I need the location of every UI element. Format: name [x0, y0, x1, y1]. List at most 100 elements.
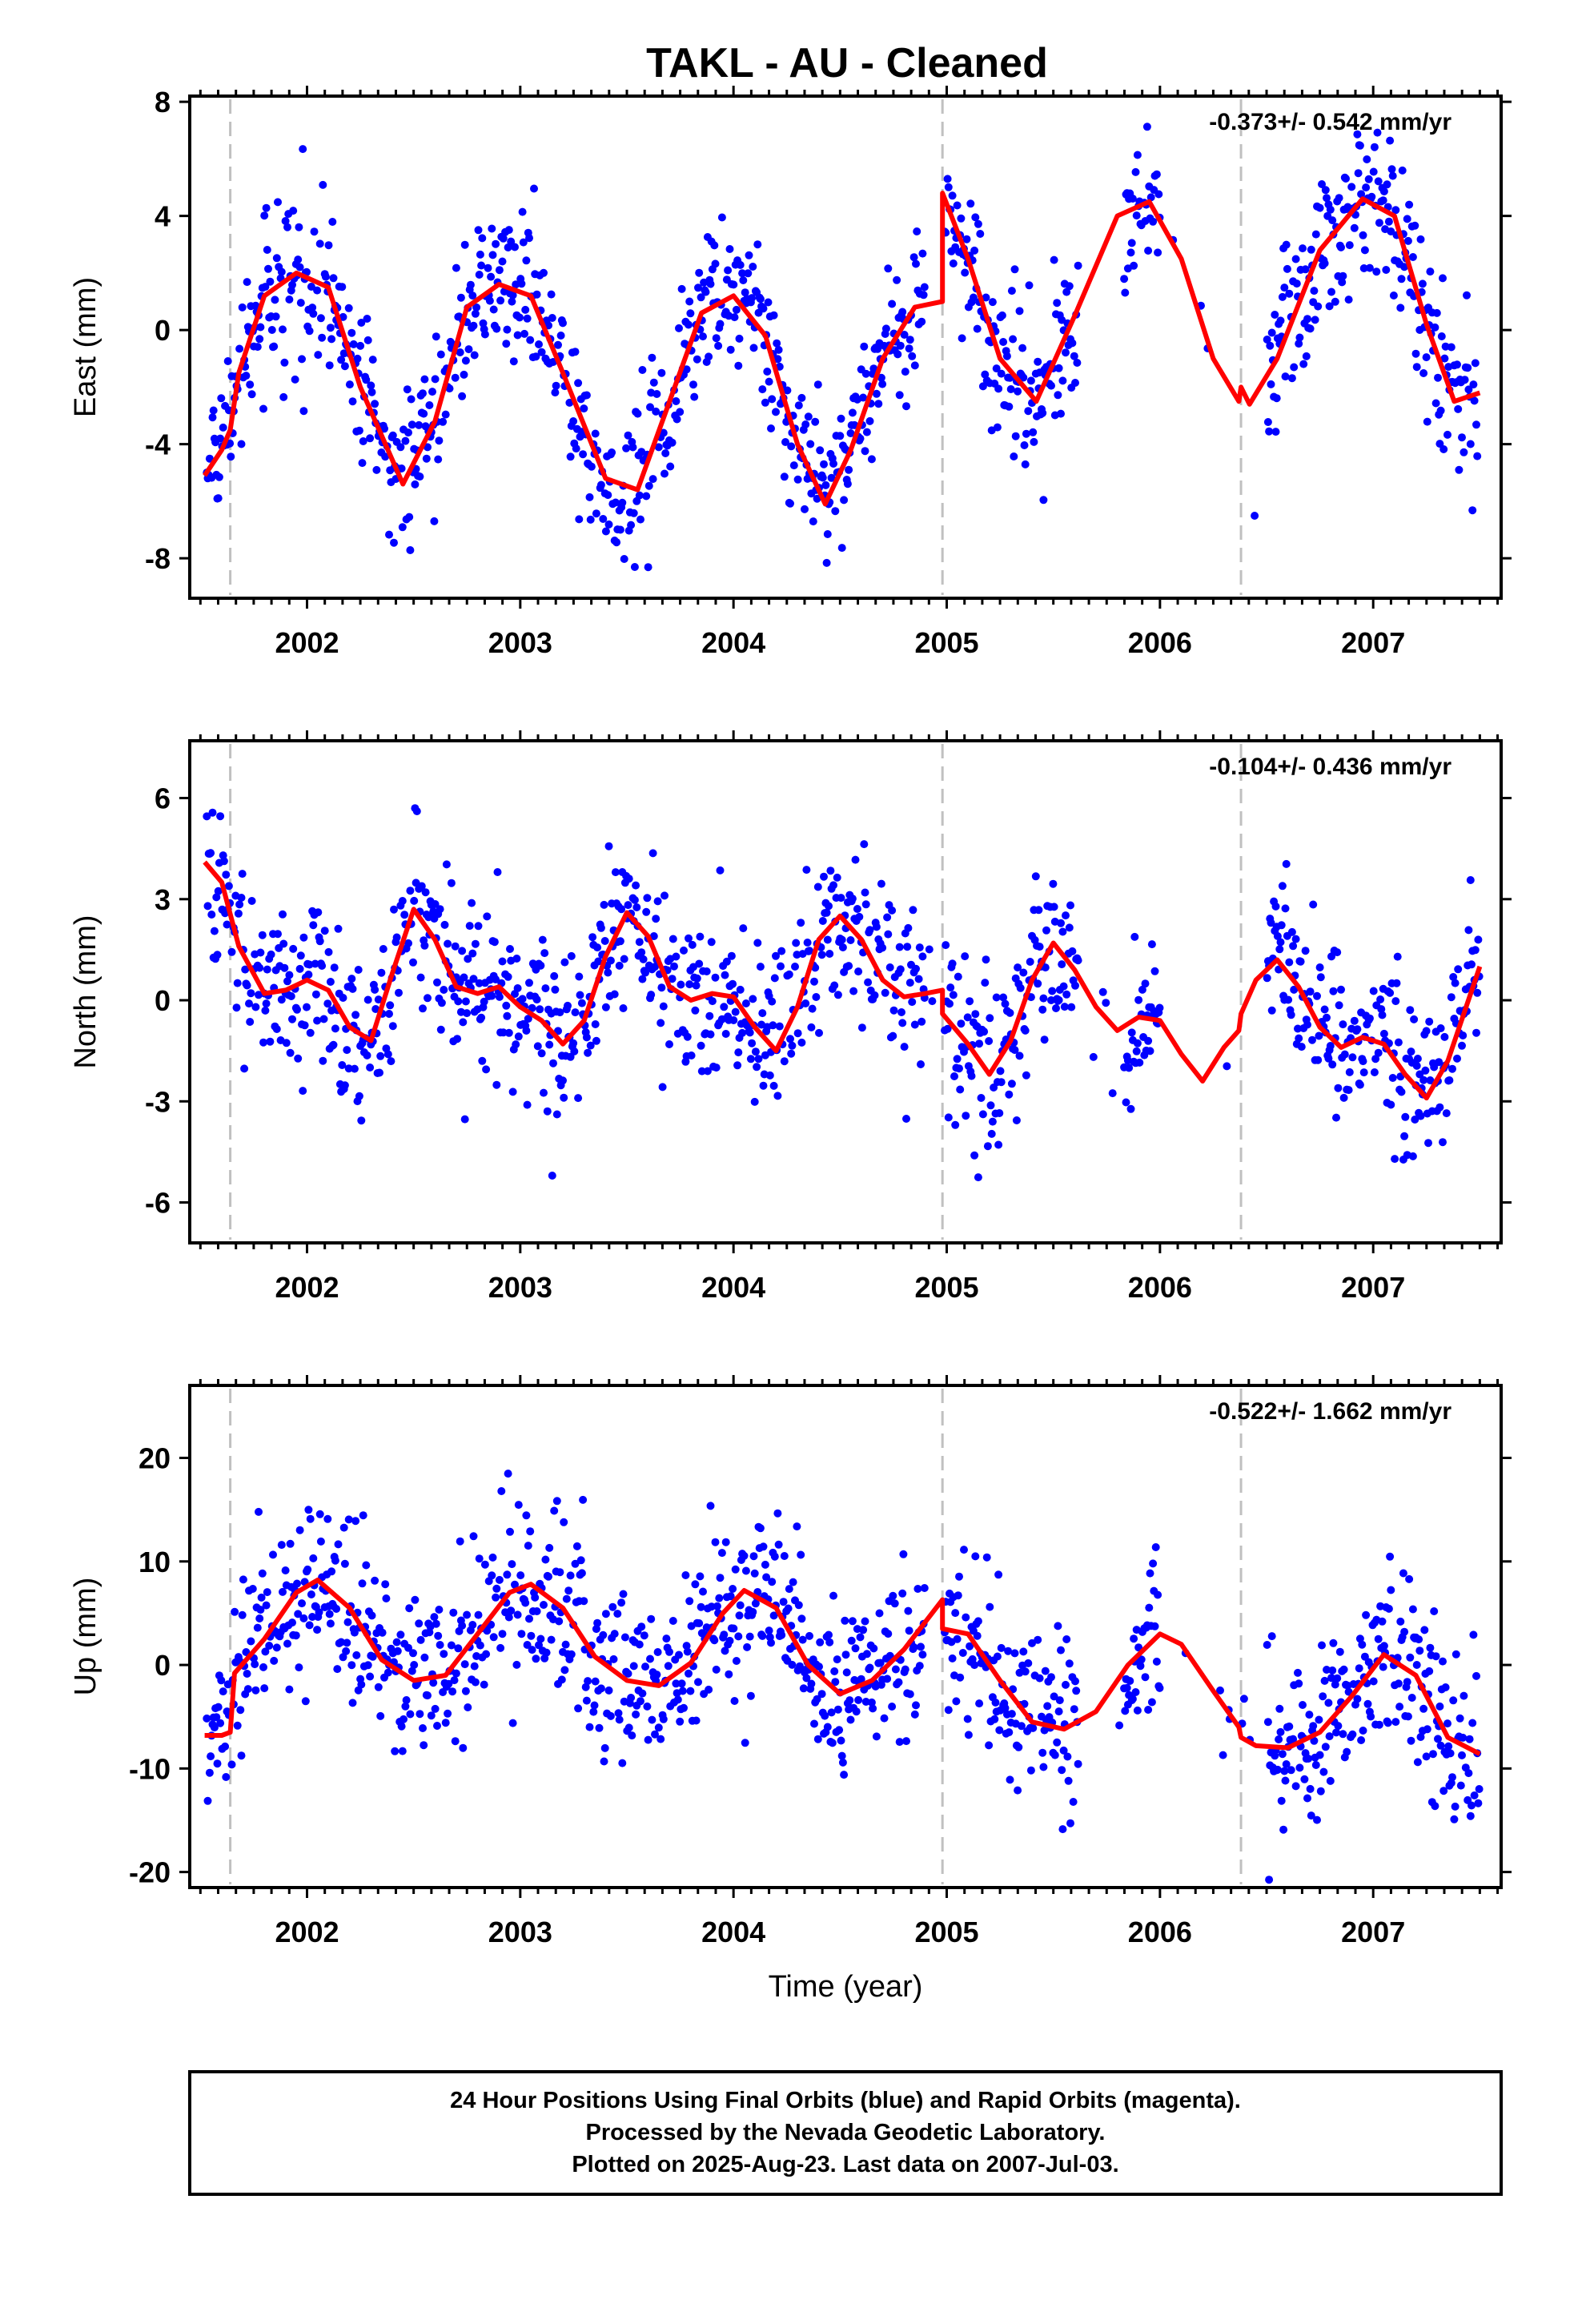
data-point: [1386, 988, 1395, 997]
data-point: [995, 1726, 1004, 1735]
data-point: [591, 429, 600, 438]
data-point: [468, 292, 477, 300]
data-point: [1291, 1782, 1300, 1791]
data-point: [1291, 935, 1300, 943]
data-point: [562, 1594, 571, 1603]
data-point: [706, 1502, 715, 1510]
data-point: [1025, 281, 1034, 290]
data-point: [540, 268, 548, 277]
data-point: [1419, 1076, 1428, 1084]
data-point: [420, 1653, 429, 1662]
data-point: [974, 1173, 982, 1182]
data-point: [797, 1614, 806, 1623]
data-point: [1434, 373, 1442, 382]
data-point: [1412, 1661, 1421, 1669]
data-point: [885, 963, 894, 971]
data-point: [753, 240, 762, 249]
data-point: [1469, 380, 1478, 389]
data-point: [1357, 1736, 1366, 1744]
data-point: [825, 1638, 834, 1647]
data-point: [1451, 1802, 1460, 1811]
data-point: [340, 362, 349, 371]
data-point: [769, 1611, 778, 1620]
data-point: [648, 849, 657, 858]
data-point: [823, 530, 832, 538]
data-point: [1271, 311, 1279, 319]
data-point: [1310, 1736, 1319, 1745]
data-point: [401, 436, 410, 445]
data-point: [279, 325, 287, 334]
data-point: [860, 840, 869, 849]
data-point: [745, 1028, 754, 1037]
data-point: [262, 203, 271, 212]
data-point: [1403, 1678, 1411, 1687]
data-point: [316, 314, 325, 323]
data-point: [1318, 1641, 1326, 1650]
data-point: [1406, 1006, 1415, 1015]
data-point: [741, 999, 750, 1007]
data-point: [1014, 387, 1022, 396]
data-point: [1318, 180, 1326, 188]
data-point: [324, 947, 333, 956]
data-point: [859, 393, 868, 402]
data-point: [1287, 927, 1296, 936]
data-point: [1063, 1752, 1072, 1761]
data-point: [1458, 1751, 1466, 1759]
data-point: [456, 1537, 464, 1546]
data-point: [646, 1655, 654, 1663]
data-point: [1391, 997, 1400, 1006]
data-point: [580, 1597, 588, 1606]
data-point: [1239, 1695, 1248, 1703]
data-point: [823, 1723, 832, 1731]
data-point: [576, 991, 584, 999]
data-point: [1324, 1054, 1333, 1063]
data-point: [780, 472, 789, 481]
data-point: [1334, 1084, 1343, 1092]
data-point: [1331, 1680, 1339, 1689]
data-point: [400, 1715, 408, 1723]
data-point: [813, 1695, 821, 1703]
data-point: [807, 1023, 816, 1031]
data-point: [576, 1556, 585, 1565]
data-point: [705, 1011, 714, 1020]
data-point: [1267, 919, 1275, 927]
data-point: [861, 1617, 869, 1626]
data-point: [453, 1035, 462, 1043]
data-point: [374, 1683, 383, 1691]
data-point: [841, 1651, 850, 1659]
data-point: [953, 1055, 962, 1063]
data-point: [1412, 363, 1421, 372]
data-point: [686, 1687, 695, 1695]
data-point: [711, 1538, 720, 1546]
data-point: [243, 1685, 252, 1694]
data-point: [406, 546, 415, 554]
data-point: [827, 1708, 836, 1717]
data-point: [1413, 1055, 1422, 1063]
data-point: [351, 1517, 360, 1526]
data-point: [1115, 1721, 1124, 1730]
data-point: [756, 963, 765, 971]
data-point: [981, 979, 990, 987]
data-point: [556, 332, 565, 340]
data-point: [908, 352, 917, 360]
data-point: [703, 1067, 712, 1076]
data-point: [474, 922, 483, 931]
data-point: [512, 955, 521, 963]
data-point: [729, 1624, 738, 1633]
data-point: [407, 395, 416, 404]
data-point: [484, 263, 492, 272]
data-point: [637, 1622, 646, 1631]
data-point: [963, 1715, 972, 1723]
data-point: [848, 1617, 857, 1626]
data-point: [208, 413, 217, 422]
data-point: [483, 912, 492, 921]
data-point: [356, 341, 365, 350]
data-point: [948, 1654, 957, 1663]
data-point: [759, 1081, 768, 1090]
data-point: [1388, 171, 1397, 180]
data-point: [813, 1735, 822, 1743]
data-point: [953, 1634, 962, 1643]
data-point: [777, 947, 786, 955]
data-point: [279, 939, 288, 948]
